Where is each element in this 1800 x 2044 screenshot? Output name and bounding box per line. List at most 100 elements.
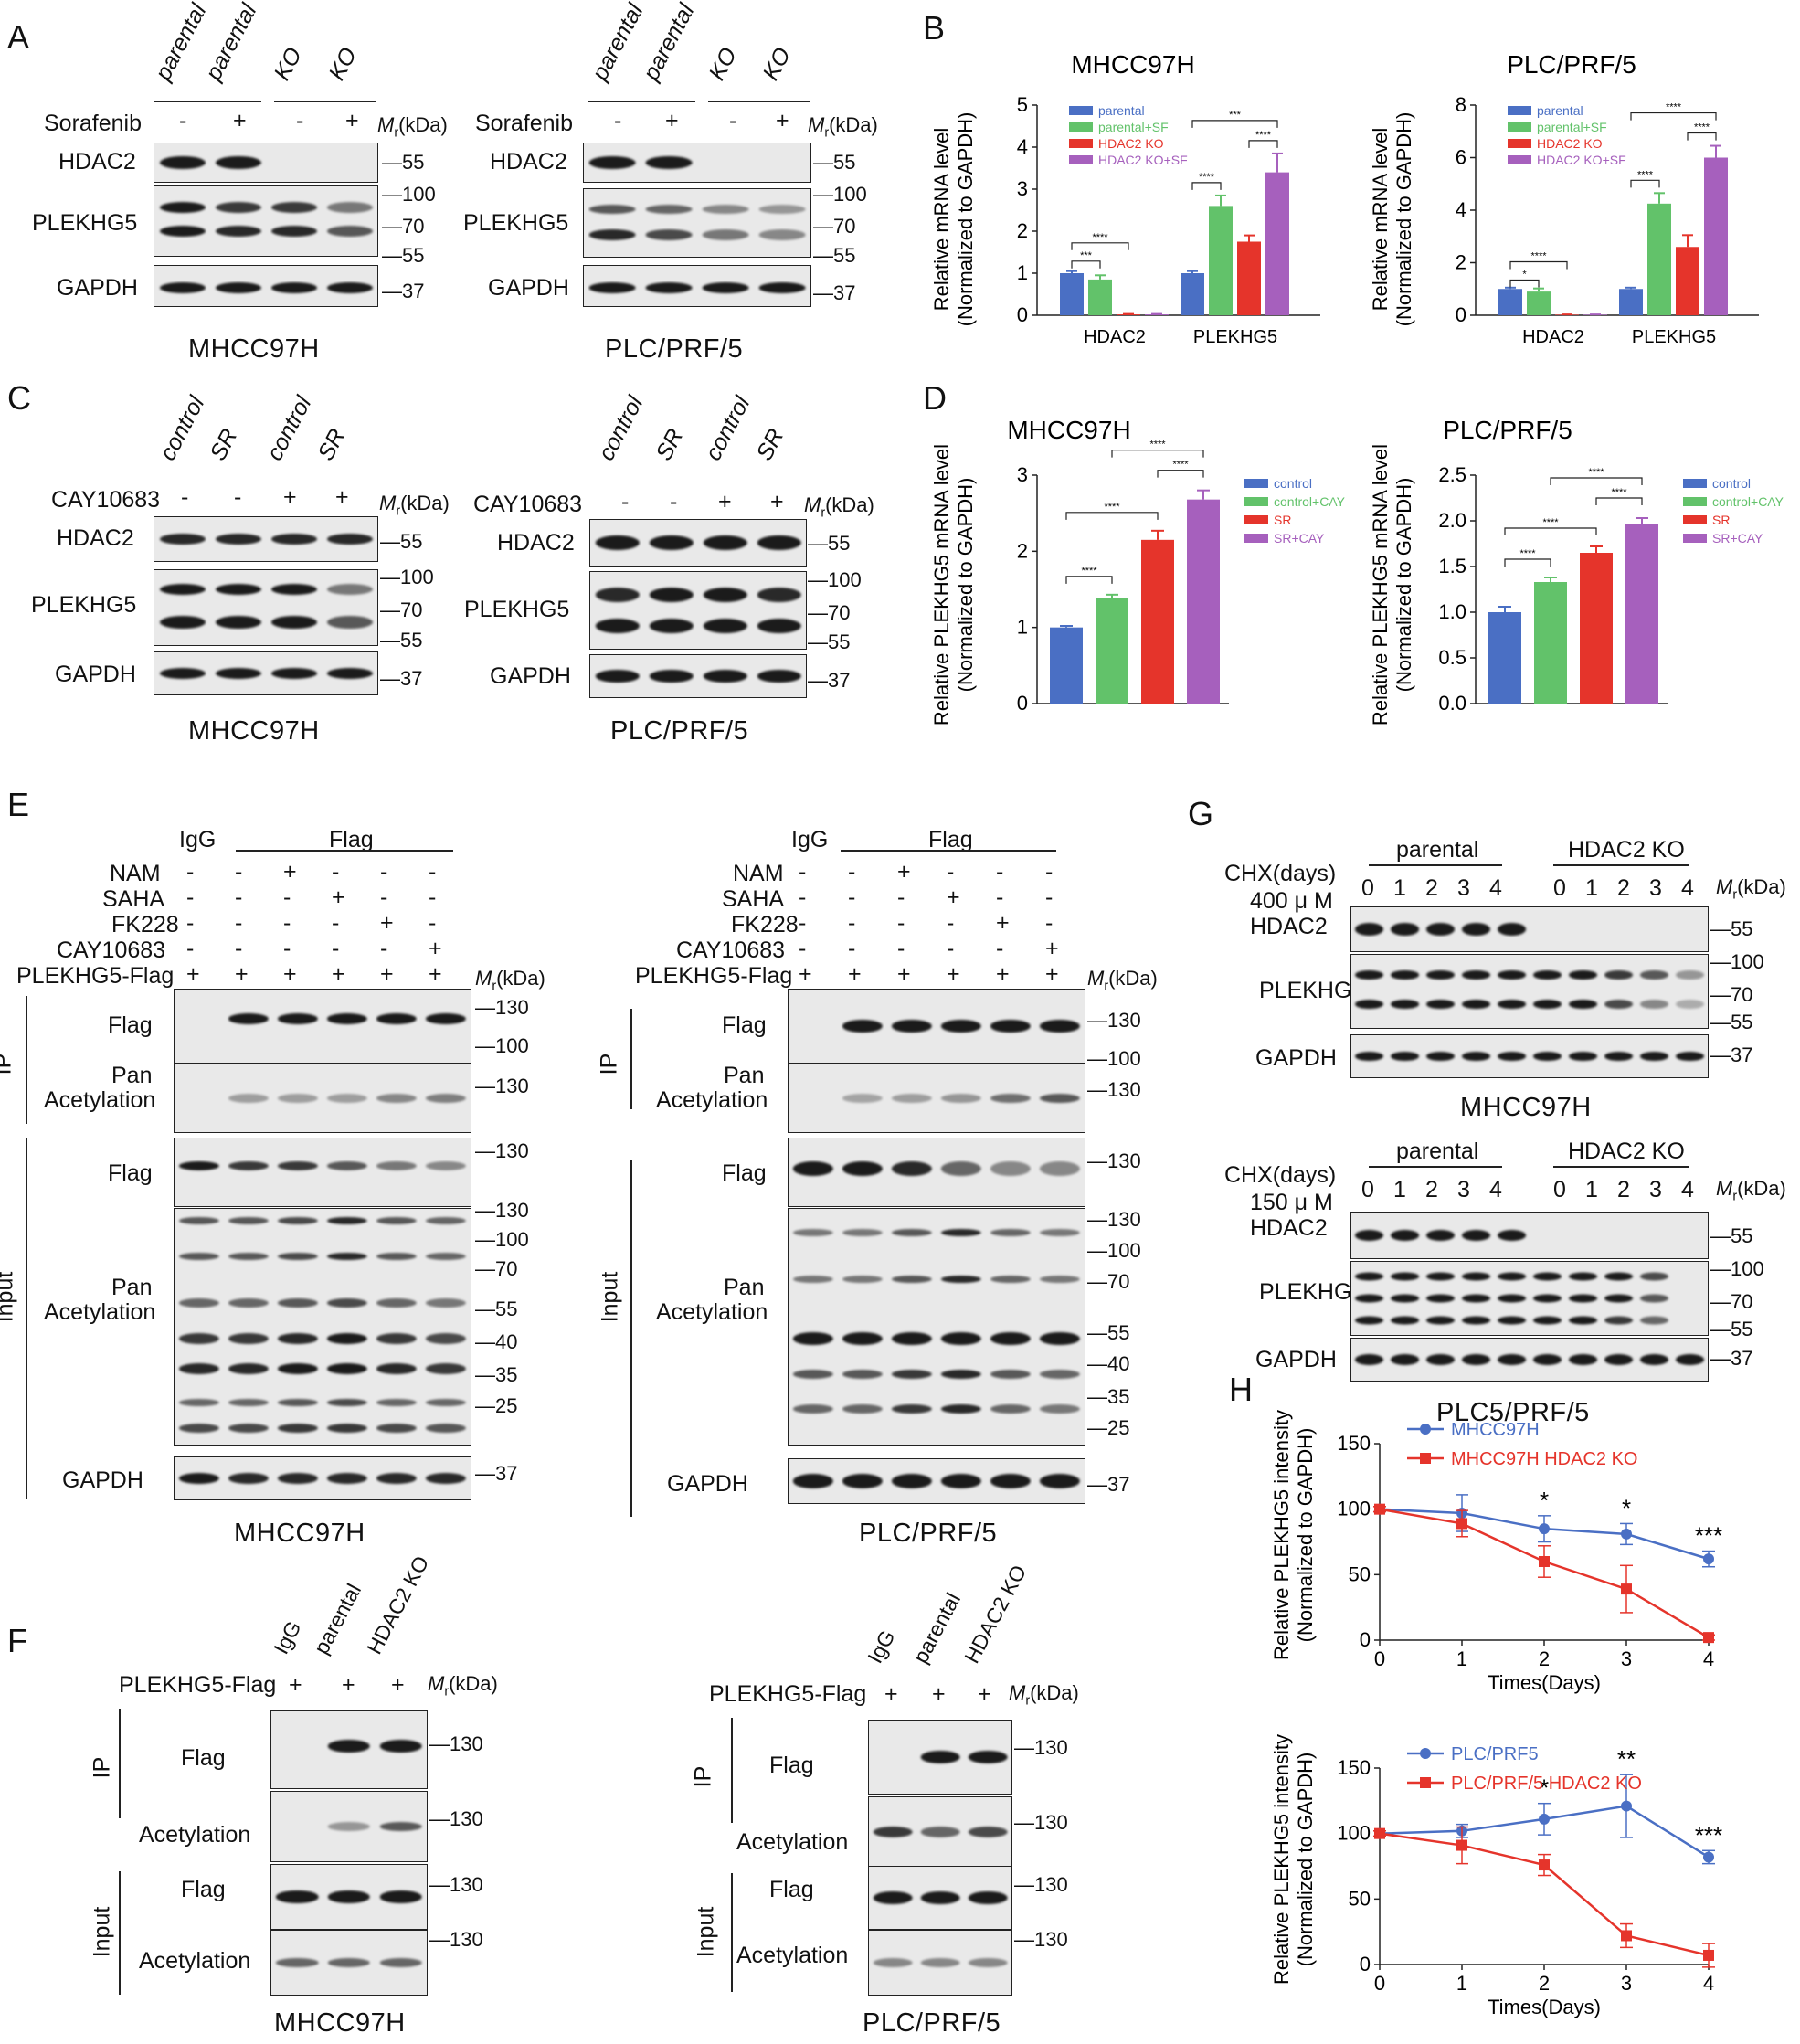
sign: + bbox=[932, 1681, 946, 1707]
treat-sign: - bbox=[996, 859, 1004, 884]
blot-band bbox=[891, 1331, 933, 1345]
blot-band bbox=[215, 201, 261, 213]
blot-band bbox=[940, 1369, 982, 1379]
blot-band bbox=[1461, 1272, 1491, 1281]
blot-band bbox=[1039, 1161, 1081, 1177]
blot-band bbox=[758, 205, 806, 215]
sig-bracket bbox=[1630, 179, 1660, 188]
treat-row-label: SAHA bbox=[102, 886, 165, 912]
lane-label: IgG bbox=[863, 1626, 900, 1668]
blot-band bbox=[1425, 923, 1456, 936]
row-label-hdac2: HDAC2 bbox=[57, 525, 134, 551]
x-tick-label: 4 bbox=[1703, 1647, 1714, 1670]
blot-band bbox=[1675, 1052, 1705, 1061]
blot-band bbox=[792, 1404, 834, 1414]
legend-swatch bbox=[1508, 155, 1531, 164]
bar bbox=[1050, 627, 1083, 704]
legend-label: SR bbox=[1712, 513, 1730, 527]
blot-band bbox=[326, 226, 373, 238]
blot-band bbox=[1425, 970, 1456, 980]
day-label: 2 bbox=[1425, 1177, 1438, 1202]
blot-band bbox=[649, 618, 694, 633]
chart-b-plc: PLC/PRF/5 Relative mRNA level (Normalized … bbox=[1371, 50, 1759, 347]
y-axis-title: (Normalized to GAPDH) bbox=[954, 478, 977, 693]
blot-band bbox=[425, 1332, 467, 1344]
blot-band bbox=[940, 1228, 982, 1236]
blot-band bbox=[758, 282, 806, 294]
blot-title: MHCC97H bbox=[274, 2008, 406, 2038]
y-axis-title: (Normalized to GAPDH) bbox=[1294, 1753, 1317, 1967]
treat-sign: + bbox=[665, 108, 679, 133]
blot-band bbox=[891, 1404, 933, 1414]
treat-sign: - bbox=[1045, 859, 1054, 884]
blot-band bbox=[270, 282, 317, 294]
data-point bbox=[1703, 1632, 1714, 1644]
blot-title: PLC5/PRF/5 bbox=[1436, 1398, 1590, 1427]
bar bbox=[1676, 247, 1699, 315]
blot-band bbox=[595, 535, 640, 550]
x-tick-label: 0 bbox=[1374, 1972, 1385, 1995]
panel-label-d: D bbox=[923, 379, 947, 417]
data-point bbox=[1703, 1949, 1714, 1961]
lane-label: parental bbox=[309, 1579, 366, 1658]
y-tick-label: 150 bbox=[1337, 1756, 1371, 1779]
blot-band bbox=[327, 1958, 371, 1967]
lane-label: HDAC2 KO bbox=[959, 1561, 1032, 1668]
blot-band bbox=[159, 156, 206, 169]
blot-band bbox=[270, 534, 317, 545]
blot-acetylation-input bbox=[868, 1930, 1012, 1996]
sig-bracket bbox=[1504, 527, 1597, 535]
blot-band bbox=[228, 1160, 270, 1170]
blot-pan-ip bbox=[174, 1064, 471, 1133]
treat-row-label: SAHA bbox=[722, 886, 785, 912]
blot-band bbox=[379, 1822, 422, 1831]
lane-label: SR bbox=[651, 424, 689, 465]
day-label: 3 bbox=[1649, 875, 1662, 901]
data-point bbox=[1621, 1930, 1632, 1942]
blot-band bbox=[757, 670, 801, 683]
marker-37: —37 bbox=[813, 281, 856, 304]
marker-100: —100 bbox=[808, 568, 862, 591]
y-tick-label: 0 bbox=[1017, 692, 1028, 715]
legend-label: control+CAY bbox=[1274, 494, 1346, 509]
lane-label: KO bbox=[704, 43, 743, 85]
bar bbox=[1498, 289, 1522, 315]
construct-label: PLEKHG5-Flag bbox=[119, 1672, 277, 1698]
blot-band bbox=[178, 1398, 220, 1406]
sig-label: **** bbox=[1519, 548, 1536, 559]
blot-band bbox=[425, 1398, 467, 1406]
treat-sign: - bbox=[897, 884, 905, 910]
bar bbox=[1088, 279, 1112, 315]
bar bbox=[1704, 157, 1728, 315]
day-label: 0 bbox=[1361, 875, 1374, 901]
blot-plekhg5 bbox=[583, 188, 811, 258]
row-label-pan: Pan bbox=[724, 1063, 765, 1088]
marker-130: —130 bbox=[1087, 1078, 1141, 1101]
sig-bracket bbox=[1065, 576, 1113, 584]
sig-bracket bbox=[1595, 497, 1643, 505]
marker-55: —55 bbox=[1087, 1321, 1130, 1344]
row-label-gapdh: GAPDH bbox=[488, 275, 569, 301]
legend-label: parental bbox=[1537, 103, 1583, 118]
blot-band bbox=[326, 668, 373, 679]
blot-band bbox=[326, 1160, 368, 1170]
ip-label: IP bbox=[690, 1765, 716, 1788]
marker-100: —100 bbox=[813, 183, 867, 206]
treat-row-label: CAY10683 bbox=[676, 937, 786, 963]
group-label: parental bbox=[1396, 837, 1479, 863]
legend-marker bbox=[1420, 1748, 1431, 1759]
blot-band bbox=[326, 1094, 368, 1103]
row-label-gapdh: GAPDH bbox=[57, 275, 138, 301]
blot-band bbox=[277, 1160, 319, 1170]
blot-band bbox=[326, 1252, 368, 1260]
legend-label: parental+SF bbox=[1537, 120, 1607, 134]
blot-band bbox=[595, 618, 640, 633]
marker-55: —55 bbox=[808, 532, 851, 555]
treat-sign: - bbox=[283, 936, 291, 961]
bar bbox=[1060, 273, 1084, 315]
blot-band bbox=[1532, 1294, 1562, 1303]
blot-band bbox=[968, 1751, 1008, 1763]
blot-acetylation-ip bbox=[270, 1791, 428, 1862]
mr-header: Mr(kDa) bbox=[804, 493, 874, 521]
blot-band bbox=[215, 668, 261, 679]
